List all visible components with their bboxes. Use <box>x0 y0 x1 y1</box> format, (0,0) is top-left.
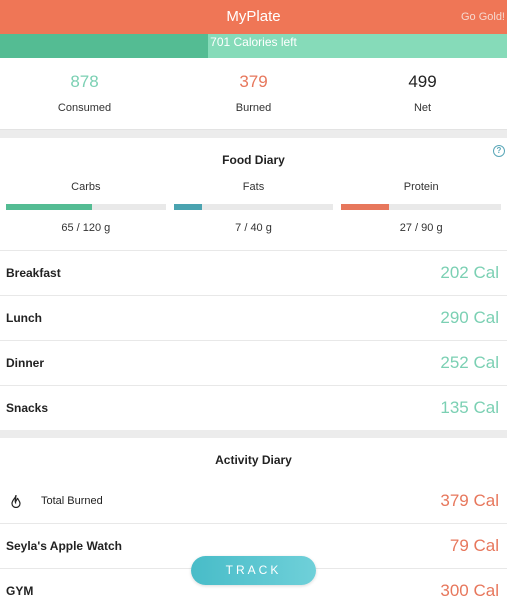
calorie-summary: 878 Consumed 379 Burned 499 Net <box>0 58 507 130</box>
macro-bar-fill <box>173 204 202 210</box>
macro-bar <box>6 204 166 210</box>
total-burned-label: Total Burned <box>41 494 103 507</box>
burned-value: 379 <box>239 72 268 91</box>
top-bar: MyPlate Go Gold! <box>0 0 507 34</box>
calories-progress-fill <box>0 34 208 58</box>
total-burned-row[interactable]: Total Burned 379 Cal <box>0 478 507 523</box>
macro-bar <box>341 204 502 210</box>
flame-icon <box>11 494 21 508</box>
go-gold-link[interactable]: Go Gold! <box>460 11 505 23</box>
total-burned-value: 379 Cal <box>440 490 499 510</box>
summary-consumed[interactable]: 878 Consumed <box>0 58 169 129</box>
track-button[interactable]: TRACK <box>191 556 316 585</box>
meal-label: Dinner <box>6 356 45 370</box>
meal-row-dinner[interactable]: Dinner 252 Cal <box>0 340 507 385</box>
activity-diary-title: Activity Diary <box>215 453 292 467</box>
macro-name: Fats <box>242 181 265 193</box>
macro-fats: Fats 7 / 40 g <box>170 178 338 250</box>
macro-name: Protein <box>403 181 439 193</box>
meal-calories: 202 Cal <box>440 263 499 282</box>
net-label: Net <box>413 102 432 114</box>
meal-label: Snacks <box>6 401 49 415</box>
macro-carbs: Carbs 65 / 120 g <box>6 178 170 250</box>
app-title: MyPlate <box>226 8 281 25</box>
summary-net[interactable]: 499 Net <box>338 58 507 129</box>
consumed-value: 878 <box>70 72 99 91</box>
meal-calories: 252 Cal <box>440 353 499 372</box>
macro-value: 7 / 40 g <box>235 222 272 234</box>
meal-label: Breakfast <box>6 266 61 280</box>
macro-bar-fill <box>341 204 390 210</box>
section-divider <box>0 430 507 438</box>
burned-label: Burned <box>235 102 272 114</box>
macro-name: Carbs <box>71 181 101 193</box>
macro-value: 65 / 120 g <box>61 222 111 234</box>
macro-bar <box>173 204 334 210</box>
calories-left-label: 701 Calories left <box>210 35 297 49</box>
meal-calories: 290 Cal <box>440 308 499 327</box>
food-diary-card: Food Diary ? Carbs 65 / 120 g Fats 7 / 4… <box>0 138 507 430</box>
section-divider <box>0 130 507 138</box>
summary-burned[interactable]: 379 Burned <box>169 58 338 129</box>
meal-row-lunch[interactable]: Lunch 290 Cal <box>0 295 507 340</box>
meal-label: Lunch <box>6 311 42 325</box>
meal-row-snacks[interactable]: Snacks 135 Cal <box>0 385 507 430</box>
macro-protein: Protein 27 / 90 g <box>337 178 502 250</box>
activity-calories: 300 Cal <box>440 581 499 600</box>
meal-row-breakfast[interactable]: Breakfast 202 Cal <box>0 250 507 295</box>
food-diary-title-text: Food Diary <box>222 153 285 167</box>
calories-progress-bar: 701 Calories left <box>0 34 507 58</box>
total-burned-label-group: Total Burned <box>6 494 103 508</box>
help-icon[interactable]: ? <box>493 145 505 157</box>
activity-label: Seyla's Apple Watch <box>6 539 122 553</box>
net-value: 499 <box>408 72 437 91</box>
macros: Carbs 65 / 120 g Fats 7 / 40 g Protein 2… <box>0 178 507 250</box>
food-diary-title: Food Diary ? <box>0 138 507 178</box>
activity-calories: 79 Cal <box>449 536 499 555</box>
meal-calories: 135 Cal <box>440 398 499 417</box>
activity-label: GYM <box>6 584 34 598</box>
consumed-label: Consumed <box>57 102 112 114</box>
macro-value: 27 / 90 g <box>399 222 443 234</box>
macro-bar-fill <box>6 204 93 210</box>
